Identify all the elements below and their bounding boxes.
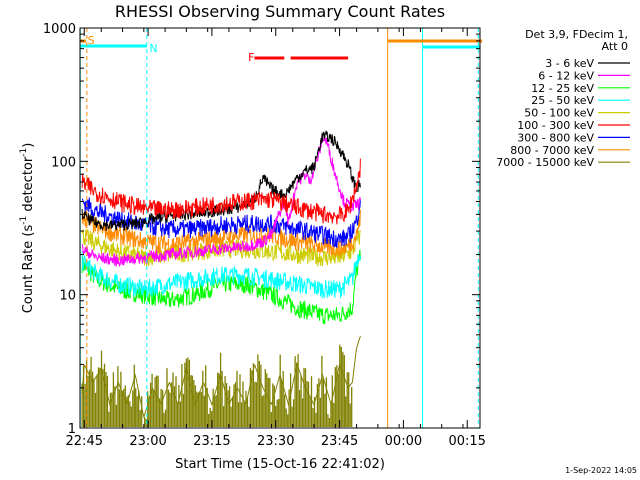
series-line-1 (81, 130, 361, 232)
chart-title: RHESSI Observing Summary Count Rates (115, 2, 445, 21)
x-tick-label: 23:30 (257, 434, 294, 449)
y-axis-label-pre: Count Rate (s (21, 225, 36, 314)
legend-entry-label: 300 - 800 keV (517, 131, 594, 144)
legend-entry-label: 100 - 300 keV (517, 119, 594, 132)
x-tick-label: 00:00 (385, 434, 422, 449)
x-tick-label: 22:45 (66, 434, 103, 449)
y-axis-label-close: ) (21, 143, 36, 148)
legend-entry-label: 50 - 100 keV (524, 107, 594, 120)
annotation-n: N (149, 42, 157, 55)
x-axis-label: Start Time (15-Oct-16 22:41:02) (175, 457, 385, 472)
legend-header-1: Det 3,9, FDecim 1, (525, 28, 628, 41)
y-tick-label: 10 (59, 289, 76, 304)
y-axis-label-post: detector (21, 156, 36, 216)
legend-entry-label: 6 - 12 keV (538, 69, 594, 82)
y-axis-label-sup: -1 (19, 216, 29, 225)
legend-entry-label: 12 - 25 keV (531, 82, 594, 95)
legend-entry-label: 7000 - 15000 keV (496, 156, 594, 169)
footer-date: 1-Sep-2022 14:05 (565, 466, 637, 475)
x-tick-label: 23:45 (321, 434, 358, 449)
legend-entry-label: 800 - 7000 keV (510, 144, 594, 157)
series-layer (81, 130, 361, 427)
x-tick-label: 23:00 (129, 434, 166, 449)
annotation-f: F (248, 51, 254, 64)
plot-frame (79, 27, 481, 429)
x-tick-label: 00:15 (448, 434, 485, 449)
series-line-4 (81, 251, 361, 299)
legend-entry-label: 3 - 6 keV (545, 57, 594, 70)
axis-layer: 22:45 23:00 23:15 23:30 23:45 00:00 00:15 1 10 10… (43, 22, 486, 449)
y-axis-label-sup-2: -1 (19, 148, 29, 157)
y-axis-label: Count Rate (s-1 detector-1) (19, 143, 36, 314)
y-tick-label: 100 (51, 155, 76, 170)
annotation-s: S (88, 34, 95, 47)
y-tick-label: 1000 (43, 22, 76, 37)
series-line-8 (81, 209, 361, 258)
deco-layer: S N F (79, 28, 483, 428)
legend-header-2: Att 0 (602, 40, 628, 53)
series-line-7 (81, 197, 361, 248)
x-tick-label: 23:15 (193, 434, 230, 449)
series-line-6 (81, 158, 361, 225)
legend-entry-label: 25 - 50 keV (531, 94, 594, 107)
y-tick-label: 1 (68, 422, 76, 437)
